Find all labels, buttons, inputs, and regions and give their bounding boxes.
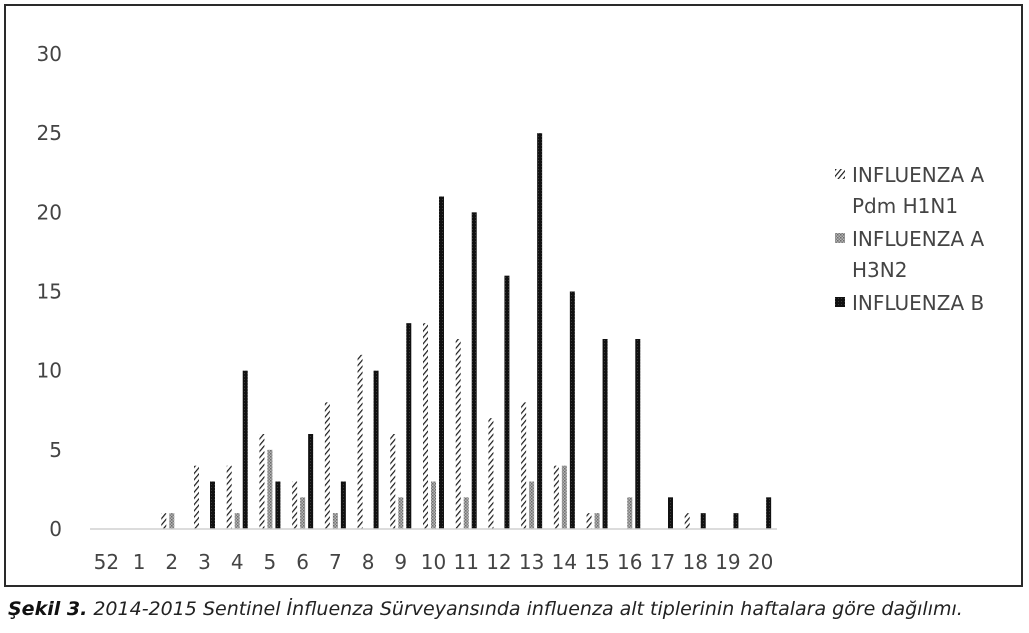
bar-solid-dark: [210, 481, 215, 529]
x-tick-label: 15: [584, 550, 609, 574]
bar-diagonal-hatch: [292, 481, 298, 529]
bar-gray-dots: [463, 497, 469, 529]
bar-solid-dark: [439, 196, 444, 529]
x-tick-label: 8: [362, 550, 375, 574]
bar-solid-dark: [700, 513, 706, 529]
bar-solid-dark: [635, 339, 641, 529]
x-tick-label: 6: [296, 550, 309, 574]
bar-solid-dark: [275, 481, 281, 529]
legend-label: INFLUENZA A: [852, 163, 984, 187]
bar-diagonal-hatch: [390, 434, 396, 529]
bar-diagonal-hatch: [553, 465, 559, 529]
x-tick-label: 18: [682, 550, 707, 574]
bar-solid-dark: [569, 291, 575, 529]
legend-label: Pdm H1N1: [852, 194, 958, 218]
bar-diagonal-hatch: [194, 465, 199, 529]
bar-solid-dark: [471, 212, 477, 530]
y-tick-label: 0: [49, 517, 62, 541]
y-tick-label: 10: [37, 359, 62, 383]
legend-label: H3N2: [852, 258, 907, 282]
bar-solid-dark: [373, 370, 379, 529]
x-tick-label: 20: [748, 550, 773, 574]
bar-gray-dots: [529, 481, 535, 529]
x-tick-label: 7: [329, 550, 342, 574]
bar-gray-dots: [234, 513, 240, 529]
x-tick-label: 12: [486, 550, 511, 574]
chart-bars: [161, 133, 772, 530]
legend-label: INFLUENZA B: [852, 291, 984, 315]
bar-diagonal-hatch: [455, 339, 461, 529]
bar-diagonal-hatch: [357, 354, 363, 529]
bar-solid-dark: [504, 275, 510, 529]
bar-diagonal-hatch: [586, 513, 592, 529]
bar-solid-dark: [340, 481, 346, 529]
bar-solid-dark: [406, 323, 412, 529]
bar-gray-dots: [332, 513, 338, 529]
bar-diagonal-hatch: [488, 418, 494, 529]
bar-solid-dark: [602, 339, 608, 529]
bar-gray-dots: [169, 513, 175, 529]
bar-solid-dark: [766, 497, 772, 529]
y-tick-label: 5: [49, 438, 62, 462]
bar-gray-dots: [398, 497, 404, 529]
x-tick-label: 5: [264, 550, 277, 574]
x-tick-label: 14: [552, 550, 577, 574]
bar-diagonal-hatch: [423, 323, 428, 529]
bar-gray-dots: [300, 497, 306, 529]
bar-solid-dark: [308, 434, 314, 529]
bar-gray-dots: [627, 497, 633, 529]
y-tick-label: 15: [37, 280, 62, 304]
chart-frame: 0 5 10 15 20 25 30 52 1 2 3 4 5 6 7 8 9 10 11 12 13 14 15 16 17…: [4, 4, 1023, 587]
x-tick-label: 13: [519, 550, 544, 574]
y-tick-label: 20: [37, 200, 62, 224]
bar-gray-dots: [561, 465, 567, 529]
bar-diagonal-hatch: [684, 513, 690, 529]
x-tick-label: 9: [394, 550, 407, 574]
x-tick-label: 11: [453, 550, 478, 574]
bar-gray-dots: [431, 481, 436, 529]
bar-solid-dark: [733, 513, 739, 529]
caption-label: Şekil 3.: [8, 598, 88, 620]
legend-swatch: [835, 297, 845, 307]
bar-diagonal-hatch: [226, 465, 232, 529]
bar-solid-dark: [537, 133, 543, 529]
x-tick-label: 4: [231, 550, 244, 574]
x-tick-label: 52: [94, 550, 119, 574]
x-tick-label: 3: [198, 550, 211, 574]
caption-text: 2014-2015 Sentinel İnfluenza Sürveyansın…: [87, 598, 963, 620]
legend-label: INFLUENZA A: [852, 227, 984, 251]
figure-caption: Şekil 3. 2014-2015 Sentinel İnfluenza Sü…: [8, 598, 1023, 620]
x-tick-label: 19: [715, 550, 740, 574]
x-tick-label: 17: [650, 550, 675, 574]
x-tick-label: 10: [421, 550, 446, 574]
x-tick-label: 16: [617, 550, 642, 574]
bar-solid-dark: [242, 370, 248, 529]
chart-legend: INFLUENZA A Pdm H1N1 INFLUENZA A H3N2 INFLUE…: [835, 163, 984, 315]
y-tick-label: 25: [37, 121, 62, 145]
bar-diagonal-hatch: [521, 402, 527, 529]
legend-swatch: [835, 169, 845, 179]
y-tick-label: 30: [37, 42, 62, 66]
bar-diagonal-hatch: [161, 513, 167, 529]
x-axis-ticks: 52 1 2 3 4 5 6 7 8 9 10 11 12 13 14 15 16 17 18 19 20: [94, 550, 774, 574]
legend-swatch: [835, 233, 845, 243]
bar-gray-dots: [594, 513, 600, 529]
bar-diagonal-hatch: [324, 402, 330, 529]
bar-gray-dots: [267, 449, 273, 529]
y-axis-ticks: 0 5 10 15 20 25 30: [37, 42, 62, 541]
x-tick-label: 1: [133, 550, 146, 574]
bar-diagonal-hatch: [259, 434, 265, 529]
bar-solid-dark: [668, 497, 673, 529]
x-tick-label: 2: [165, 550, 178, 574]
